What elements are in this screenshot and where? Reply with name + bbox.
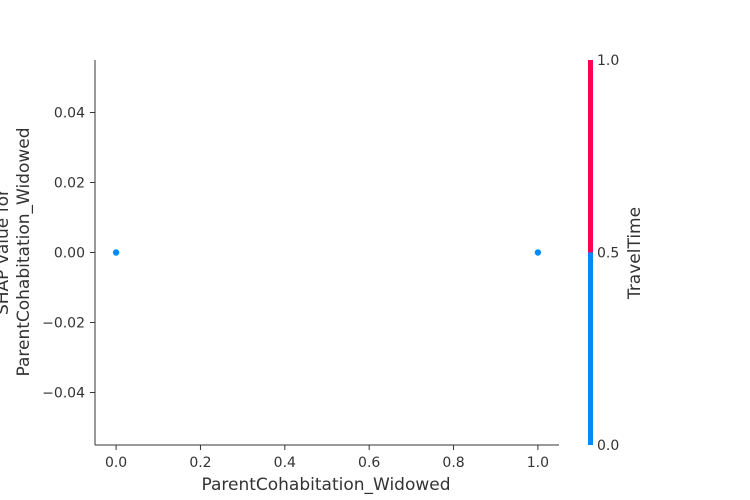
- x-axis: 0.0 0.2 0.4 0.6 0.8 1.0 ParentCohabitation_Wi…: [95, 444, 559, 495]
- y-tick-label: −0.02: [42, 316, 85, 332]
- x-ticks: 0.0 0.2 0.4 0.6 0.8 1.0: [105, 445, 549, 471]
- y-ticks: 0.04 0.02 0.00 −0.02 −0.04: [42, 106, 95, 402]
- colorbar-title: TravelTime: [625, 207, 645, 300]
- x-axis-title: ParentCohabitation_Widowed: [201, 475, 450, 495]
- colorbar-tick-label: 1.0: [597, 53, 619, 69]
- colorbar-tick-label: 0.0: [597, 438, 619, 454]
- data-point: [112, 249, 120, 256]
- y-tick-label: 0.02: [54, 176, 85, 192]
- x-tick-label: 0.0: [105, 455, 127, 471]
- x-tick-label: 0.6: [358, 455, 380, 471]
- y-tick-label: 0.00: [54, 246, 85, 262]
- colorbar-tick-label: 0.5: [597, 246, 619, 262]
- x-tick-label: 0.4: [274, 455, 296, 471]
- colorbar: 1.0 0.5 0.0 TravelTime: [588, 53, 645, 454]
- colorbar-ticks: 1.0 0.5 0.0: [597, 53, 619, 454]
- data-points: [112, 249, 542, 256]
- x-tick-label: 0.8: [442, 455, 464, 471]
- y-axis: 0.04 0.02 0.00 −0.02 −0.04 SHAP value for Pa…: [0, 60, 96, 445]
- y-axis-title-line-2: ParentCohabitation_Widowed: [14, 127, 34, 376]
- colorbar-gradient: [588, 60, 593, 445]
- y-axis-title-line-1: SHAP value for: [0, 189, 13, 315]
- data-point: [534, 249, 542, 256]
- y-tick-label: −0.04: [42, 386, 85, 402]
- x-tick-label: 1.0: [527, 455, 549, 471]
- y-tick-label: 0.04: [54, 106, 85, 122]
- x-tick-label: 0.2: [189, 455, 211, 471]
